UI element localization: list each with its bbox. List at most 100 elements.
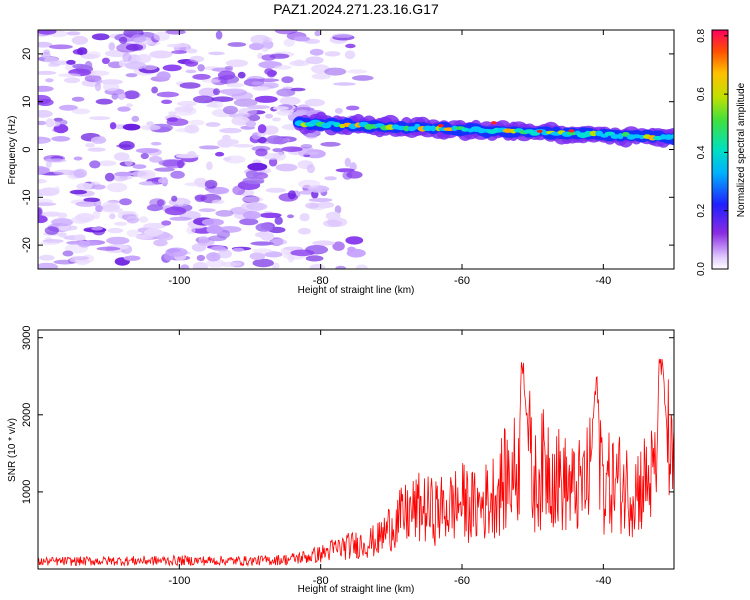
heatmap-noise-blob — [89, 160, 101, 169]
heatmap-noise-blob — [346, 105, 360, 111]
heatmap-noise-blob — [312, 240, 335, 246]
heatmap-noise-blob — [325, 211, 341, 221]
heatmap-noise-blob — [309, 263, 326, 269]
heatmap-noise-blob — [157, 233, 174, 241]
heatmap-noise-blob — [109, 213, 116, 220]
heatmap-noise-blob — [334, 205, 342, 214]
heatmap-noise-blob — [201, 218, 224, 226]
heatmap-noise-blob — [39, 254, 55, 261]
heatmap-noise-blob — [242, 177, 265, 185]
heatmap-noise-blob — [38, 98, 54, 107]
heatmap-noise-blob — [131, 34, 146, 43]
heatmap-noise-blob — [161, 99, 173, 105]
heatmap-noise-blob — [132, 164, 147, 170]
heatmap-noise-blob — [143, 64, 158, 71]
heatmap-noise-blob — [257, 124, 267, 134]
heatmap-noise-blob — [219, 88, 243, 95]
heatmap-noise-blob — [239, 218, 259, 226]
colorbar-label: Normalized spectral amplitude — [736, 82, 747, 217]
heatmap-noise-blob — [118, 140, 135, 151]
heatmap-noise-blob — [40, 240, 61, 245]
heatmap-noise-blob — [44, 226, 59, 235]
heatmap-noise-blob — [334, 107, 343, 114]
heatmap-noise-blob — [206, 252, 221, 262]
heatmap-noise-blob — [38, 139, 50, 144]
heatmap-noise-blob — [154, 167, 175, 172]
heatmap-noise-blob — [215, 151, 225, 157]
heatmap-band-core — [670, 134, 674, 139]
heatmap-noise-blob — [249, 252, 266, 260]
heatmap-noise-blob — [224, 66, 234, 70]
heatmap-noise-blob — [96, 246, 121, 251]
heatmap-noise-blob — [44, 158, 67, 163]
heatmap-noise-blob — [95, 98, 113, 105]
heatmap-noise-blob — [66, 59, 76, 65]
snr-y-axis-label: SNR (10 * v/v) — [7, 418, 18, 482]
heatmap-noise-blob — [95, 205, 104, 213]
heatmap-band-core — [407, 126, 416, 132]
heatmap-noise-blob — [208, 186, 230, 195]
heatmap-noise-blob — [186, 226, 196, 235]
heatmap-noise-blob — [163, 251, 174, 261]
heatmap-noise-blob — [125, 43, 144, 51]
heatmap-noise-blob — [117, 106, 131, 112]
heatmap-noise-blob — [170, 170, 185, 179]
heatmap-noise-blob — [180, 264, 190, 269]
heatmap-noise-blob — [171, 195, 178, 202]
heatmap-noise-blob — [206, 103, 219, 108]
heatmap-noise-blob — [194, 194, 208, 201]
heatmap-noise-blob — [232, 185, 246, 196]
heatmap-x-ticks: -100 -80 -60 -40 — [168, 30, 611, 287]
heatmap-noise-blob — [272, 262, 280, 269]
heatmap-noise-blob — [140, 124, 161, 131]
heatmap-noise-blob — [213, 88, 220, 96]
heatmap-noise-blob — [201, 79, 221, 83]
heatmap-noise-blob — [324, 67, 347, 76]
heatmap-noise-blob — [344, 50, 356, 60]
heatmap-noise-blob — [98, 160, 117, 167]
heatmap-noise-blob — [274, 65, 292, 70]
heatmap-noise-blob — [299, 213, 310, 222]
heatmap-noise-blob — [66, 31, 81, 36]
heatmap-noise-blob — [198, 145, 220, 150]
heatmap-noise-blob — [144, 228, 164, 237]
heatmap-noise-blob — [187, 125, 196, 131]
heatmap-noise-blob — [146, 204, 163, 212]
heatmap-noise-blob — [251, 81, 264, 86]
heatmap-noise-blob — [114, 221, 128, 226]
heatmap-noise-blob — [153, 239, 168, 247]
heatmap-noise-blob — [268, 157, 278, 167]
heatmap-x-tick-label: -100 — [168, 275, 190, 287]
heatmap-noise-blob — [274, 216, 283, 225]
heatmap-noise-blob — [38, 178, 47, 184]
heatmap-noise-blob — [215, 30, 223, 40]
heatmap-noise-blob — [38, 30, 57, 35]
heatmap-noise-blob — [250, 241, 274, 246]
heatmap-noise-blob — [218, 138, 240, 146]
heatmap-noise-blob — [217, 249, 232, 259]
heatmap-noise-blob — [106, 182, 128, 193]
heatmap-noise-blob — [345, 43, 356, 49]
heatmap-noise-blob — [208, 51, 225, 56]
heatmap-noise-blob — [332, 241, 345, 251]
heatmap-noise-blob — [275, 163, 298, 172]
heatmap-band-core — [461, 127, 470, 132]
heatmap-noise-blob — [38, 207, 43, 217]
heatmap-noise-blob — [117, 210, 137, 215]
heatmap-noise-blob — [151, 86, 159, 94]
heatmap-noise-blob — [204, 179, 218, 189]
heatmap-noise-blob — [221, 261, 237, 267]
heatmap-noise-blob — [62, 250, 74, 257]
heatmap-noise-blob — [287, 190, 296, 200]
heatmap-noise-blob — [81, 53, 99, 60]
heatmap-noise-blob — [38, 110, 53, 118]
heatmap-noise-blob — [168, 111, 177, 116]
heatmap-band-core — [403, 125, 410, 132]
heatmap-y-ticks: 20 10 0 -10 -20 — [21, 48, 674, 253]
heatmap-noise-blob — [53, 169, 77, 175]
heatmap-noise-blob — [122, 52, 132, 63]
heatmap-y-axis-label: Frequency (Hz) — [7, 116, 18, 185]
heatmap-noise-blob — [89, 116, 111, 120]
heatmap-noise-blob — [179, 82, 201, 89]
heatmap-noise-blob — [40, 211, 62, 217]
